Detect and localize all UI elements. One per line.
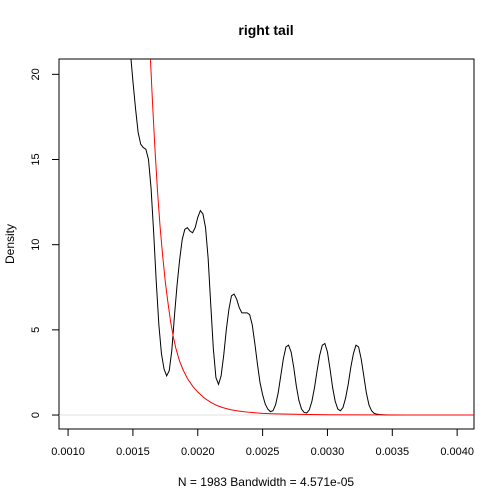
y-tick-label: 20 xyxy=(30,68,42,80)
y-tick-label: 0 xyxy=(30,412,42,418)
x-axis: 0.0010 0.0015 0.0020 0.0025 0.0030 0.0035 0.00… xyxy=(51,428,474,458)
x-tick-label: 0.0030 xyxy=(311,446,345,458)
x-tick-label: 0.0035 xyxy=(375,446,409,458)
x-tick-label: 0.0025 xyxy=(246,446,280,458)
reference-curve-series xyxy=(149,59,474,416)
x-tick-label: 0.0010 xyxy=(51,446,85,458)
x-tick-label: 0.0020 xyxy=(181,446,215,458)
chart-title: right tail xyxy=(238,22,293,38)
y-axis: 0 5 10 15 20 xyxy=(30,68,60,418)
y-tick-label: 15 xyxy=(30,153,42,165)
y-tick-label: 10 xyxy=(30,239,42,251)
density-curve-series xyxy=(130,59,474,416)
x-tick-label: 0.0015 xyxy=(116,446,150,458)
x-tick-label: 0.0040 xyxy=(440,446,474,458)
y-tick-label: 5 xyxy=(30,327,42,333)
y-axis-label: Density xyxy=(3,224,17,264)
sample-bandwidth-label: N = 1983 Bandwidth = 4.571e-05 xyxy=(178,475,354,489)
plot-frame xyxy=(58,58,475,430)
